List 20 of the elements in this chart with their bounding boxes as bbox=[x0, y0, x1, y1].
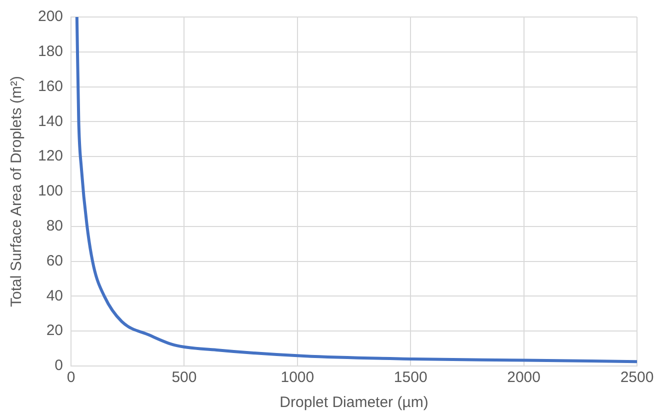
y-tick-label: 200 bbox=[38, 8, 64, 26]
y-tick-label: 160 bbox=[38, 78, 64, 95]
x-tick-label: 2000 bbox=[507, 369, 540, 386]
y-tick-label: 60 bbox=[46, 252, 64, 270]
y-tick-label: 140 bbox=[38, 112, 64, 130]
x-axis-title: Droplet Diameter (µm) bbox=[280, 394, 428, 412]
y-tick-label: 20 bbox=[46, 322, 64, 340]
y-tick-label: 180 bbox=[38, 43, 64, 60]
line-series bbox=[75, 17, 637, 364]
y-tick-label: 120 bbox=[38, 148, 64, 165]
x-tick-label: 0 bbox=[66, 369, 76, 386]
y-tick-label: 80 bbox=[46, 218, 64, 235]
x-tick-label: 1000 bbox=[280, 369, 314, 386]
y-axis-title: Total Surface Area of Droplets (m²) bbox=[8, 76, 26, 307]
x-tick-label: 500 bbox=[172, 369, 197, 386]
x-tick-label: 2500 bbox=[620, 369, 654, 386]
x-tick-label: 1500 bbox=[394, 369, 428, 386]
y-tick-label: 0 bbox=[54, 357, 64, 374]
y-tick-label: 100 bbox=[38, 182, 64, 200]
y-tick-label: 40 bbox=[46, 287, 64, 304]
